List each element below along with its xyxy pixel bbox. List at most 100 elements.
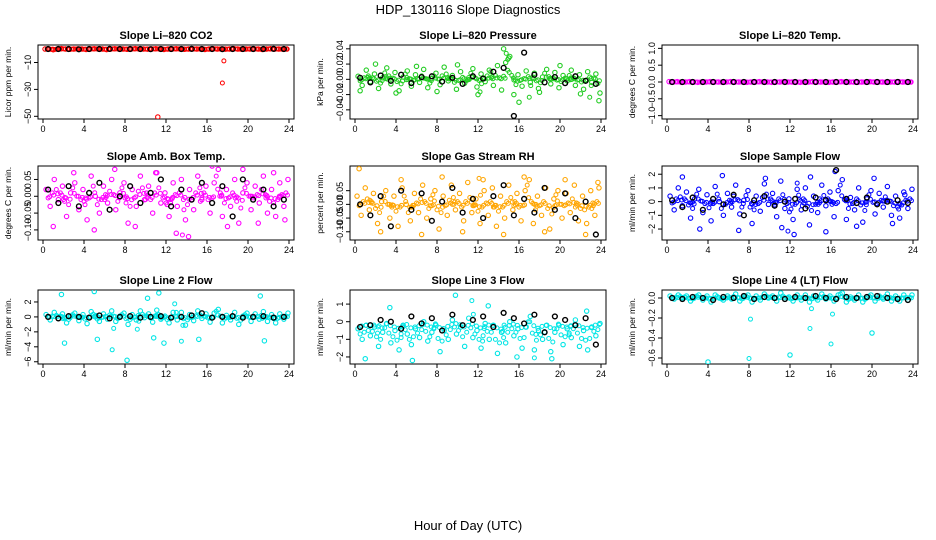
data-point bbox=[518, 218, 524, 224]
hourly-point bbox=[761, 78, 768, 86]
data-point bbox=[425, 76, 431, 82]
data-point bbox=[472, 331, 478, 337]
data-point bbox=[467, 195, 473, 201]
data-point bbox=[831, 213, 837, 220]
data-point bbox=[450, 195, 456, 201]
data-point bbox=[406, 336, 412, 342]
y-tick-label: −6 bbox=[23, 357, 33, 367]
data-point bbox=[780, 192, 786, 198]
data-point bbox=[172, 301, 178, 307]
data-point bbox=[428, 196, 434, 202]
data-point bbox=[526, 195, 532, 201]
data-point bbox=[497, 340, 503, 346]
data-point bbox=[242, 185, 248, 191]
data-point bbox=[757, 208, 764, 214]
x-tick-label: 12 bbox=[473, 245, 483, 255]
data-point bbox=[574, 330, 580, 336]
data-point bbox=[149, 210, 156, 216]
data-point bbox=[419, 327, 425, 333]
data-point bbox=[387, 215, 393, 221]
hourly-point bbox=[822, 294, 829, 302]
hourly-point bbox=[45, 313, 52, 321]
data-point bbox=[238, 205, 244, 211]
hourly-point bbox=[781, 78, 788, 86]
data-point bbox=[696, 186, 702, 193]
data-point bbox=[63, 213, 70, 220]
hourly-point bbox=[863, 293, 870, 301]
hourly-point bbox=[771, 294, 778, 302]
hourly-point bbox=[178, 45, 185, 53]
data-point bbox=[224, 223, 231, 230]
data-point bbox=[456, 328, 462, 334]
data-point bbox=[123, 200, 129, 206]
chart-panel-1: Slope Li–820 CO2 0 4 8 12 16 20 24 −50 −30 −10 Lico… bbox=[3, 30, 295, 134]
data-point bbox=[91, 227, 98, 233]
data-point bbox=[133, 194, 139, 200]
x-tick-label: 8 bbox=[434, 124, 439, 134]
data-point bbox=[84, 320, 90, 327]
data-point bbox=[837, 182, 843, 188]
data-points bbox=[355, 292, 603, 364]
y-tick-label: 0 bbox=[23, 314, 33, 319]
data-point bbox=[493, 223, 500, 230]
y-tick-label: −1 bbox=[335, 334, 345, 344]
data-point bbox=[366, 207, 373, 213]
panel-title: Slope Line 3 Flow bbox=[432, 275, 525, 287]
data-point bbox=[388, 81, 394, 87]
data-point bbox=[50, 223, 56, 230]
x-tick-label: 20 bbox=[867, 245, 877, 255]
hourly-point bbox=[843, 293, 850, 301]
data-point bbox=[839, 176, 846, 183]
data-point bbox=[531, 347, 538, 353]
data-point bbox=[415, 201, 421, 207]
data-point bbox=[671, 207, 677, 213]
data-point bbox=[108, 176, 115, 183]
hourly-point bbox=[239, 314, 246, 321]
data-point bbox=[127, 203, 133, 209]
series-hourly bbox=[45, 45, 287, 53]
data-point bbox=[379, 78, 385, 84]
data-point bbox=[197, 185, 203, 191]
y-tick-label: −1 bbox=[647, 210, 657, 220]
hourly-point bbox=[761, 193, 768, 200]
hourly-point bbox=[582, 315, 589, 322]
data-point bbox=[61, 340, 68, 346]
data-point bbox=[153, 169, 159, 176]
data-point bbox=[395, 204, 400, 210]
y-axis-label: ml/min per min. bbox=[315, 298, 325, 356]
data-point bbox=[252, 183, 258, 189]
data-point bbox=[437, 348, 443, 355]
hourly-point bbox=[843, 78, 850, 86]
data-point bbox=[413, 63, 420, 70]
data-point bbox=[163, 200, 169, 206]
data-point bbox=[392, 69, 398, 76]
data-point bbox=[716, 196, 722, 202]
y-tick-label: 0.0 bbox=[647, 292, 657, 305]
hourly-point bbox=[874, 201, 881, 208]
data-point bbox=[271, 200, 277, 206]
data-point bbox=[221, 200, 227, 206]
data-point bbox=[538, 202, 544, 208]
data-point bbox=[514, 190, 520, 197]
data-point bbox=[847, 201, 853, 207]
hourly-point bbox=[157, 313, 164, 320]
hourly-point bbox=[86, 189, 93, 197]
hourly-point bbox=[669, 294, 676, 302]
data-point bbox=[779, 224, 785, 231]
data-point bbox=[372, 61, 379, 67]
data-point bbox=[827, 189, 833, 195]
data-point bbox=[207, 210, 213, 216]
x-tick-label: 12 bbox=[161, 124, 171, 134]
x-tick-label: 24 bbox=[596, 245, 606, 255]
hourly-point bbox=[751, 197, 758, 204]
data-point bbox=[403, 198, 409, 204]
data-point bbox=[272, 320, 279, 326]
data-point bbox=[853, 223, 860, 230]
hourly-point bbox=[357, 323, 364, 331]
data-point bbox=[505, 67, 511, 73]
data-point bbox=[748, 316, 753, 322]
data-point bbox=[551, 326, 557, 332]
hourly-point bbox=[843, 195, 850, 202]
data-point bbox=[583, 203, 589, 209]
data-point bbox=[469, 209, 475, 216]
